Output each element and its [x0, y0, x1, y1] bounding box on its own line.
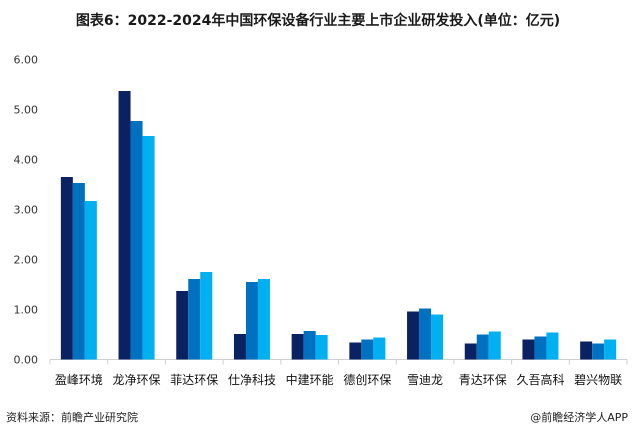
bar: [303, 331, 316, 360]
x-tick-label: 中建环能: [286, 372, 334, 387]
bar: [72, 183, 85, 360]
x-tick-label: 碧兴物联: [574, 373, 622, 387]
source-note: 资料来源：前瞻产业研究院: [6, 411, 138, 424]
x-tick-label: 仕净科技: [228, 373, 276, 387]
bar: [546, 332, 559, 360]
bar: [245, 282, 258, 360]
y-tick-label: 3.00: [14, 204, 39, 217]
chart-title: 图表6：2022-2024年中国环保设备行业主要上市企业研发投入(单位：亿元): [75, 13, 561, 29]
bar: [604, 339, 617, 360]
x-tick-label: 德创环保: [343, 372, 391, 387]
bar: [488, 331, 501, 360]
y-tick-label: 4.00: [14, 154, 39, 167]
bar: [130, 121, 143, 360]
bar: [257, 279, 270, 360]
y-tick-label: 2.00: [14, 254, 39, 267]
bar: [291, 334, 304, 360]
bar: [176, 291, 189, 360]
x-tick-label: 菲达环保: [170, 373, 218, 387]
bar: [361, 339, 374, 360]
brand-label: @前瞻经济学人APP: [530, 411, 628, 424]
bar: [200, 272, 213, 360]
bar: [476, 334, 489, 360]
bar: [118, 91, 131, 360]
x-tick-label: 雪迪龙: [407, 373, 443, 387]
bar: [419, 308, 432, 360]
bar: [407, 311, 420, 360]
bar: [534, 336, 547, 360]
y-tick-label: 1.00: [14, 304, 39, 317]
bar: [522, 339, 535, 360]
bar: [464, 343, 477, 360]
bar: [84, 201, 97, 360]
bar: [373, 337, 386, 360]
x-tick-label: 盈峰环境: [55, 372, 103, 387]
bar: [60, 177, 73, 360]
y-tick-label: 0.00: [14, 354, 39, 367]
x-tick-label: 久吾高科: [516, 372, 564, 387]
bar: [142, 136, 155, 360]
x-tick-label: 龙净环保: [113, 373, 161, 387]
bar: [580, 341, 593, 360]
y-tick-label: 5.00: [14, 104, 39, 117]
y-tick-label: 6.00: [14, 54, 39, 67]
x-tick-label: 青达环保: [459, 373, 507, 387]
bar: [431, 314, 444, 360]
bar: [592, 343, 605, 360]
bar: [233, 334, 246, 360]
bar: [315, 335, 328, 360]
bar: [188, 279, 201, 360]
bar: [349, 342, 362, 360]
